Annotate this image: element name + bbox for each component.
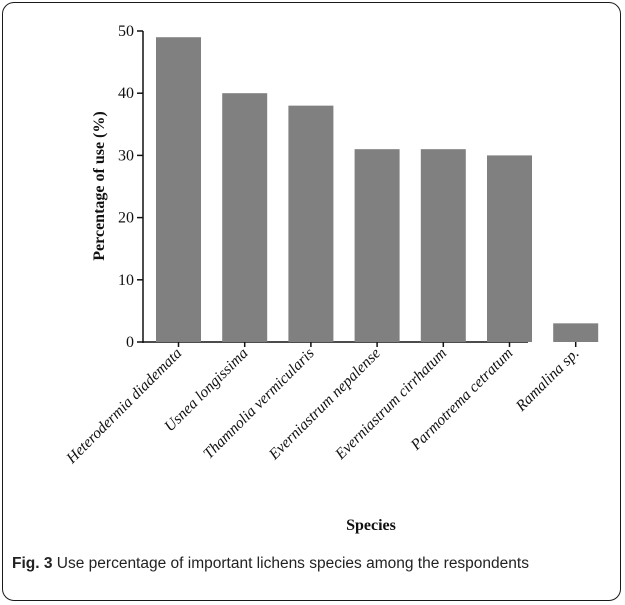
y-tick-label: 30 — [118, 147, 134, 164]
bars — [156, 37, 599, 342]
y-tick-label: 20 — [118, 210, 134, 227]
x-tick-label: Heterodermia diademata — [63, 345, 186, 468]
x-tick-label: Thamnolia vermicularis — [200, 345, 318, 463]
y-tick-label: 40 — [118, 85, 134, 102]
bar — [288, 105, 334, 342]
y-tick-label: 50 — [118, 23, 134, 40]
y-axis-label: Percentage of use (%) — [91, 111, 108, 260]
bar — [354, 149, 400, 342]
bar — [487, 155, 532, 342]
y-axis: 0 10 20 30 40 50 — [118, 23, 144, 351]
x-tick-label: Everniastrum cirrhatum — [331, 345, 450, 464]
x-axis — [143, 341, 577, 347]
bar — [420, 149, 466, 342]
bar-chart: 0 10 20 30 40 50 Heterodermia diademataUsnea … — [63, 23, 599, 534]
x-tick-label: Everniastrum nepalense — [265, 345, 384, 464]
y-tick-label: 10 — [118, 272, 134, 289]
bar — [553, 323, 599, 342]
y-tick-label: 0 — [126, 334, 134, 351]
bar — [156, 37, 201, 342]
x-tick-label: Ramalina sp. — [512, 345, 583, 416]
figure-label: Fig. 3 — [12, 555, 53, 572]
bar — [222, 93, 268, 342]
x-axis-label: Species — [346, 517, 396, 534]
figure-caption-text: Use percentage of important lichens spec… — [56, 555, 529, 572]
figure-caption: Fig. 3 Use percentage of important liche… — [12, 553, 612, 575]
